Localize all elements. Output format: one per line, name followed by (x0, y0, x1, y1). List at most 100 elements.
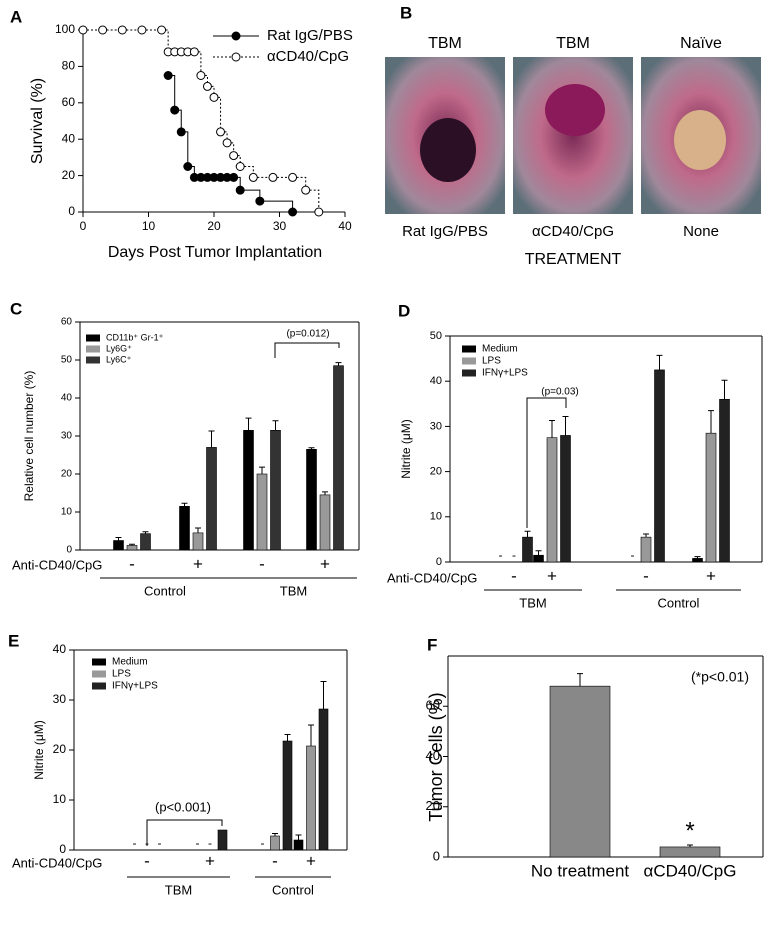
legend-swatch (92, 670, 106, 678)
annotation: (*p<0.01) (691, 669, 749, 685)
value-label: - (631, 548, 635, 562)
legend-label: IFNγ+LPS (112, 681, 158, 692)
y-tick-label: 50 (61, 355, 73, 366)
bar (549, 685, 611, 858)
x-tick-label: 30 (273, 219, 287, 233)
x-axis-label: Days Post Tumor Implantation (108, 244, 322, 261)
y-tick-label: 20 (62, 168, 76, 182)
photo-caption: None (683, 223, 719, 240)
x-tick-label: - (144, 851, 150, 870)
bar (306, 745, 316, 851)
step-line (161, 29, 169, 52)
error-bar (129, 543, 135, 546)
y-tick-label: 10 (61, 507, 73, 518)
step-line (181, 131, 189, 167)
error-bar (284, 734, 291, 741)
point (222, 138, 232, 148)
annotation: (p=0.012) (286, 329, 329, 340)
error-bar (721, 379, 728, 400)
error-bar (687, 844, 693, 847)
bracket (274, 342, 340, 358)
x-tick-label: - (643, 566, 649, 585)
error-bar (208, 430, 215, 448)
y-axis-label: Survival (%) (29, 78, 46, 164)
bar (560, 435, 571, 563)
photo-detail (674, 110, 726, 170)
error-bar (320, 681, 327, 709)
bar (692, 558, 703, 563)
y-tick-label: 20 (61, 469, 73, 480)
error-bar (708, 410, 714, 434)
bar (270, 429, 281, 551)
y-tick-label: 50 (430, 330, 442, 342)
annotation: (p=0.03) (541, 387, 579, 398)
point (176, 127, 186, 137)
y-axis-label: Tumor Cells (%) (426, 692, 446, 821)
point (202, 81, 212, 91)
panel-letter: B (400, 3, 412, 22)
legend-swatch (92, 682, 106, 690)
bar (705, 432, 717, 563)
x-tick-label: + (320, 554, 330, 573)
panel-letter: D (398, 301, 410, 320)
y-tick-label: 0 (433, 848, 440, 863)
row-label: Anti-CD40/CpG (12, 557, 102, 572)
point (235, 185, 245, 195)
x-tick-label: + (205, 851, 215, 870)
point (229, 151, 239, 161)
group-label: Control (658, 595, 700, 610)
bracket (146, 819, 223, 846)
value-label: - (208, 836, 212, 850)
y-tick-label: 40 (62, 131, 76, 145)
point (288, 207, 298, 217)
group-label: TBM (165, 882, 192, 897)
x-tick-label: - (259, 554, 265, 573)
y-tick-label: 0 (59, 842, 66, 856)
y-tick-label: 40 (53, 642, 67, 656)
group-label: TBM (519, 595, 546, 610)
bar (140, 533, 151, 551)
y-axis-label: Nitrite (μM) (32, 720, 46, 780)
error-bar (656, 354, 663, 370)
value-label: - (512, 548, 516, 562)
point (163, 71, 173, 80)
photo-caption: Rat IgG/PBS (402, 223, 488, 240)
step-line (214, 96, 222, 132)
legend-swatch (86, 356, 100, 364)
value-label: - (261, 836, 265, 850)
y-tick-label: 20 (426, 798, 440, 813)
x-tick-label: - (272, 851, 278, 870)
y-tick-label: 10 (430, 511, 442, 523)
legend-swatch (86, 345, 100, 353)
error-bar (577, 673, 583, 687)
step-line (168, 75, 176, 111)
bar (719, 398, 730, 563)
legend-swatch (86, 334, 100, 342)
photo-title: TBM (556, 35, 590, 52)
x-tick-label: + (193, 554, 203, 573)
error-bar (335, 362, 342, 366)
point (117, 25, 127, 35)
bar (333, 365, 344, 551)
x-tick-label: 0 (80, 219, 87, 233)
bar (126, 545, 138, 551)
bar (282, 740, 293, 851)
bar (179, 505, 190, 551)
point (78, 25, 88, 35)
row-label: Anti-CD40/CpG (387, 570, 477, 585)
error-bar (142, 531, 149, 534)
value-label: - (158, 836, 162, 850)
legend-label: Rat IgG/PBS (267, 27, 353, 44)
legend-label: Medium (482, 344, 518, 355)
photo-caption: αCD40/CpG (532, 223, 614, 240)
bar (654, 369, 665, 563)
x-tick-label: - (511, 566, 517, 585)
error-bar (524, 530, 531, 538)
y-tick-label: 0 (68, 204, 75, 218)
legend-swatch (462, 357, 476, 365)
y-tick-label: 30 (430, 420, 442, 432)
legend-label: LPS (482, 356, 501, 367)
bar (217, 829, 228, 851)
